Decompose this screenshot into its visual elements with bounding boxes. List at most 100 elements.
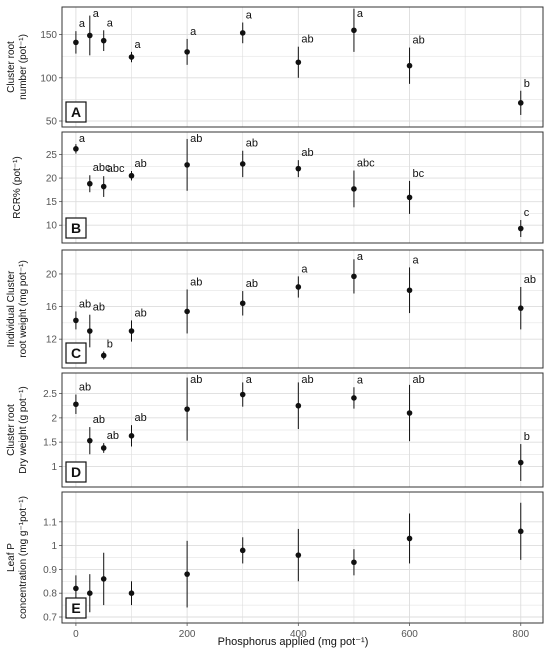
panel-a-frame	[61, 6, 544, 128]
panel-b-point	[184, 162, 190, 168]
panel-d-ylabel: Cluster root	[6, 404, 17, 456]
panel-d-letter: D	[71, 464, 81, 480]
panel-e-ytick-label: 0.8	[43, 589, 57, 600]
panel-c-significance-label: a	[413, 254, 420, 266]
panel-a-letter-box	[65, 101, 87, 123]
panel-b-point	[239, 161, 246, 167]
panel-d-significance-label: ab	[107, 430, 119, 442]
panel-e-ytick-label: 0.7	[43, 613, 57, 624]
panel-c-point	[87, 328, 93, 334]
panel-e-letter: E	[71, 600, 80, 616]
panel-b-point	[406, 194, 413, 201]
panel-a-point	[128, 54, 135, 60]
panel-c-point	[128, 328, 135, 334]
panel-c-ylabel: Individual Cluster	[6, 270, 17, 347]
panel-b-point	[73, 146, 79, 152]
panel-a-point	[73, 39, 79, 46]
panel-c-letter: C	[71, 345, 81, 361]
panel-a-ylabel: number (pot⁻¹)	[18, 34, 29, 100]
panel-c-ytick-label: 16	[46, 302, 58, 313]
panel-a-background	[62, 7, 543, 127]
panel-d-significance-label: ab	[135, 412, 147, 424]
panel-a-significance-label: a	[107, 17, 114, 29]
panel-c-ytick-label: 12	[46, 335, 58, 346]
panel-c-point	[73, 317, 79, 324]
panel-d-letter-box	[65, 461, 87, 483]
panel-d-point	[100, 445, 107, 451]
panel-e-ylabel: Leaf P	[6, 543, 17, 572]
panel-c-point	[351, 273, 357, 280]
panel-a-significance-label: a	[79, 18, 86, 30]
panel-a-significance-label: ab	[301, 34, 313, 46]
panel-b-letter: B	[71, 220, 81, 236]
panel-a-significance-label: a	[190, 26, 197, 38]
panel-b-point	[517, 225, 524, 232]
panel-a-significance-label: a	[93, 8, 100, 20]
panel-e-letter-box	[65, 597, 87, 619]
panel-c-point	[100, 352, 107, 359]
panel-b-background	[62, 132, 543, 243]
panel-b-letter-box	[65, 217, 87, 239]
panel-e-ytick-label: 1	[51, 541, 57, 552]
panel-b-significance-label: ab	[246, 138, 258, 150]
panel-a-point	[406, 62, 413, 69]
panel-b-significance-label: ab	[301, 147, 313, 159]
panel-e-point	[351, 559, 357, 566]
panel-a-point	[517, 100, 524, 106]
panel-b-frame	[61, 131, 544, 244]
panel-b-ytick-label: 20	[46, 174, 58, 185]
panel-d-ytick-label: 2.5	[43, 389, 57, 400]
panel-c-significance-label: ab	[93, 302, 105, 314]
panel-c-point	[184, 308, 190, 315]
panel-e-ytick-label: 0.9	[43, 565, 57, 576]
panel-d-significance-label: ab	[413, 374, 425, 386]
panel-e-point	[73, 585, 79, 592]
panel-b-point	[100, 183, 107, 190]
panel-a-significance-label: b	[524, 78, 530, 90]
panel-e-point	[100, 576, 107, 582]
panel-e-point	[87, 590, 93, 596]
panel-b-significance-label: abc	[357, 158, 375, 170]
panel-d-significance-label: b	[524, 431, 530, 443]
panel-c-significance-label: ab	[190, 276, 202, 288]
panel-b-ytick-label: 15	[46, 197, 58, 208]
panel-a-ytick-label: 100	[40, 73, 57, 84]
panel-e-point	[517, 528, 524, 535]
panel-b-ytick-label: 10	[46, 221, 58, 232]
panel-d-significance-label: ab	[190, 374, 202, 386]
panel-a-point	[87, 32, 93, 39]
panel-d-ytick-label: 1.5	[43, 438, 57, 449]
panel-b-significance-label: ab	[190, 133, 202, 145]
panel-d-significance-label: a	[246, 374, 253, 386]
panel-d-point	[406, 410, 413, 416]
x-tick-label: 400	[290, 629, 307, 640]
panel-b-point	[295, 165, 302, 172]
panel-b-significance-label: abc	[93, 162, 111, 174]
panel-a-ytick-label: 150	[40, 30, 57, 41]
panel-d-ylabel: Dry weight (g pot⁻¹)	[18, 386, 29, 474]
panel-b-ylabel: RCR% (pot⁻¹)	[12, 156, 23, 219]
panel-d-significance-label: ab	[301, 374, 313, 386]
panel-e-point	[184, 571, 190, 577]
panel-d-point	[128, 433, 135, 439]
panel-a-letter: A	[71, 104, 81, 120]
panel-b-ytick-label: 25	[46, 150, 58, 161]
panel-e-point	[239, 547, 246, 554]
panel-c-point	[239, 300, 246, 307]
panel-c-point	[517, 305, 524, 311]
x-tick-label: 800	[512, 629, 529, 640]
panel-c-significance-label: b	[107, 338, 113, 350]
panel-c-ylabel: root weight (mg pot⁻¹)	[18, 260, 29, 358]
panel-b-significance-label: c	[524, 207, 530, 219]
panel-d-point	[295, 402, 302, 409]
panel-e-ylabel: concentration (mg g⁻¹pot⁻¹)	[18, 496, 29, 619]
panel-d-significance-label: a	[357, 374, 364, 386]
panel-a-point	[351, 27, 357, 34]
panel-c-letter-box	[65, 342, 87, 364]
panel-c-ytick-label: 20	[46, 269, 58, 280]
panel-b-point	[351, 186, 357, 192]
panel-b-point	[87, 180, 93, 187]
panel-c-point	[295, 284, 302, 290]
panel-d-significance-label: ab	[79, 382, 91, 394]
